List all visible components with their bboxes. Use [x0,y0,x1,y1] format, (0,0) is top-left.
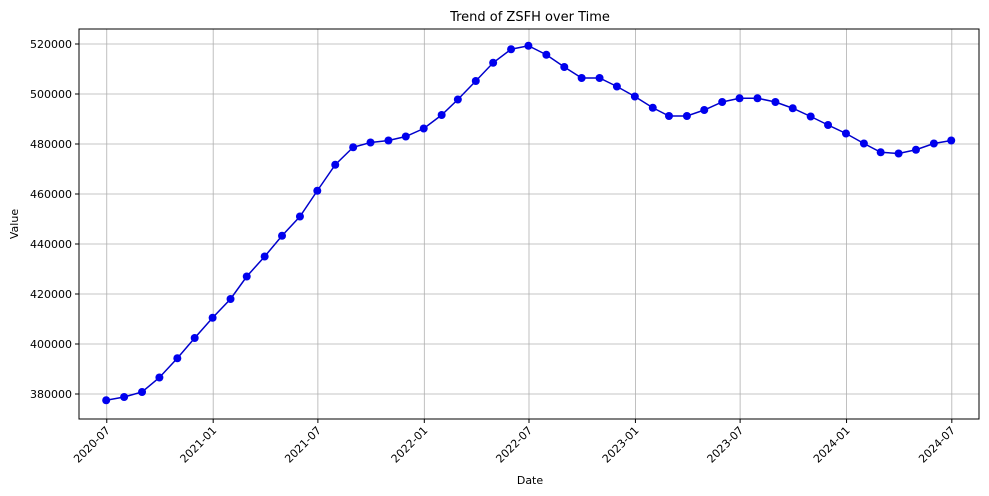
x-tick-label: 2021-07 [282,424,324,466]
y-tick-label: 440000 [30,238,72,251]
data-point [120,393,129,401]
x-tick-label: 2021-01 [178,424,220,466]
y-tick-label: 500000 [30,88,72,101]
data-point [419,124,428,133]
y-tick-label: 400000 [30,338,72,351]
y-axis-label: Value [8,209,21,239]
data-point [384,136,393,145]
data-point [664,112,673,120]
data-point [788,104,797,113]
data-point [947,136,956,145]
y-tick-label: 480000 [30,138,72,151]
data-point [278,231,287,240]
data-point [630,92,639,101]
x-tick-label: 2020-07 [71,424,113,466]
data-point [682,112,691,120]
data-point [190,334,199,342]
y-tick-label: 520000 [30,38,72,51]
data-point [824,121,833,129]
data-point [208,313,217,322]
x-tick-label: 2023-01 [600,424,642,466]
x-tick-label: 2024-07 [916,424,958,466]
data-point [453,95,462,104]
data-point [771,98,780,106]
x-tick-label: 2024-01 [811,424,853,466]
y-tick-label: 460000 [30,188,72,201]
x-tick-label: 2022-01 [389,424,431,466]
data-point [471,77,480,85]
y-tick-label: 420000 [30,288,72,301]
x-axis-label: Date [517,474,544,487]
data-point [226,295,235,303]
data-point [595,74,604,82]
data-point [155,373,164,382]
data-point [489,58,498,67]
data-point [577,74,586,82]
data-point [242,272,251,281]
data-point [295,212,304,221]
data-point [138,388,147,396]
data-point [542,50,551,59]
data-point [331,160,340,169]
data-point [173,354,182,363]
data-point [349,143,358,152]
data-point [437,111,446,119]
data-point [260,252,269,261]
data-point [524,41,533,50]
data-point [929,139,938,148]
series-layer [102,41,956,405]
x-tick-label: 2022-07 [493,424,535,466]
data-point [102,396,111,405]
data-point [612,82,621,91]
grid-lines [79,29,979,419]
data-point [753,94,762,103]
x-tick-label: 2023-07 [705,424,747,466]
data-point [718,98,727,106]
data-point [560,63,569,71]
data-point [366,138,375,147]
data-point [507,45,516,54]
data-point [859,139,868,148]
data-point [313,186,322,195]
chart-title: Trend of ZSFH over Time [449,10,610,25]
data-point [911,145,920,154]
data-point [735,94,744,103]
axis-ticks: 380000 400000 420000 440000 460000 480000 5000… [30,38,958,466]
data-point [648,103,657,112]
data-point [700,106,709,114]
data-point [841,129,850,138]
data-point [806,112,815,121]
data-point [876,148,885,157]
data-point [894,149,903,158]
data-point [401,132,410,141]
y-tick-label: 380000 [30,388,72,401]
